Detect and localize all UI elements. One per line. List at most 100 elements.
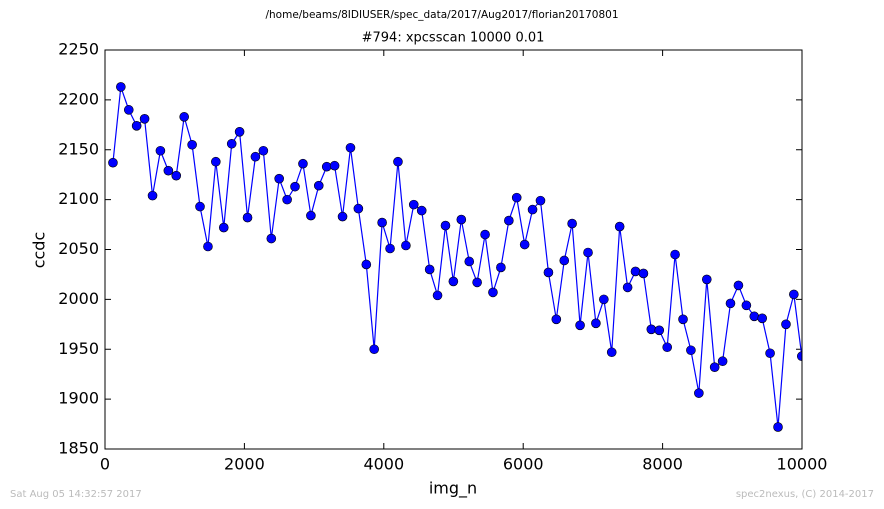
marker bbox=[749, 311, 760, 322]
marker bbox=[282, 194, 292, 205]
y-tick-label: 2200 bbox=[58, 89, 99, 108]
marker bbox=[559, 255, 570, 266]
marker bbox=[456, 214, 467, 225]
x-tick-label: 0 bbox=[100, 455, 110, 474]
marker bbox=[123, 105, 134, 115]
x-tick-label: 2000 bbox=[224, 455, 265, 474]
marker bbox=[416, 205, 427, 216]
marker bbox=[108, 157, 118, 168]
marker bbox=[385, 243, 395, 254]
marker bbox=[448, 276, 459, 287]
marker bbox=[242, 212, 253, 223]
marker bbox=[709, 362, 720, 373]
marker bbox=[432, 290, 443, 301]
marker bbox=[440, 220, 451, 231]
marker bbox=[377, 217, 387, 228]
y-tick-label: 2000 bbox=[58, 289, 99, 308]
chart-title: #794: xpcsscan 10000 0.01 bbox=[362, 31, 545, 46]
marker bbox=[591, 318, 601, 329]
marker bbox=[789, 289, 799, 300]
x-axis-label: img_n bbox=[429, 479, 477, 499]
marker bbox=[353, 203, 364, 214]
marker bbox=[147, 190, 158, 201]
x-tick-label: 6000 bbox=[503, 455, 544, 474]
marker bbox=[670, 249, 680, 260]
y-tick-label: 1950 bbox=[58, 339, 99, 358]
y-tick-label: 2250 bbox=[58, 40, 99, 59]
marker bbox=[551, 314, 562, 325]
footer-right: spec2nexus, (C) 2014-2017 bbox=[736, 489, 874, 500]
marker bbox=[543, 267, 554, 278]
marker bbox=[717, 356, 728, 367]
marker bbox=[527, 204, 538, 215]
marker bbox=[187, 139, 197, 150]
marker bbox=[195, 201, 205, 212]
marker bbox=[567, 218, 577, 229]
marker bbox=[662, 342, 673, 353]
marker bbox=[472, 277, 482, 288]
marker bbox=[765, 348, 775, 359]
marker bbox=[583, 247, 593, 258]
marker bbox=[179, 112, 189, 122]
marker bbox=[258, 145, 269, 156]
marker bbox=[480, 229, 490, 240]
marker bbox=[329, 160, 340, 171]
marker bbox=[535, 195, 546, 206]
marker bbox=[504, 215, 514, 226]
marker bbox=[211, 156, 221, 167]
marker bbox=[741, 300, 752, 311]
marker bbox=[203, 241, 213, 252]
marker bbox=[218, 222, 229, 233]
marker bbox=[298, 158, 308, 169]
marker bbox=[131, 121, 142, 131]
y-tick-label: 1900 bbox=[58, 389, 99, 408]
marker bbox=[638, 268, 649, 279]
marker bbox=[464, 256, 475, 267]
marker bbox=[488, 287, 498, 298]
marker bbox=[139, 114, 150, 124]
marker bbox=[155, 145, 166, 156]
marker bbox=[226, 138, 237, 149]
marker bbox=[250, 151, 261, 162]
marker bbox=[686, 345, 696, 356]
marker bbox=[361, 259, 372, 270]
marker bbox=[163, 165, 174, 176]
marker bbox=[519, 239, 530, 250]
y-axis-label: ccdc bbox=[30, 232, 49, 269]
marker bbox=[401, 240, 411, 251]
marker bbox=[306, 210, 316, 221]
marker bbox=[266, 233, 277, 244]
y-tick-label: 2150 bbox=[58, 139, 99, 158]
marker bbox=[408, 199, 419, 210]
marker bbox=[678, 314, 688, 325]
marker bbox=[393, 156, 403, 167]
marker bbox=[511, 192, 522, 203]
y-tick-label: 2100 bbox=[58, 189, 99, 208]
marker bbox=[321, 161, 332, 172]
marker bbox=[234, 126, 245, 137]
marker bbox=[654, 325, 665, 336]
marker bbox=[599, 294, 609, 305]
plot-frame bbox=[104, 49, 803, 450]
marker bbox=[345, 142, 356, 153]
marker bbox=[424, 264, 435, 275]
marker bbox=[614, 221, 625, 232]
marker bbox=[171, 170, 182, 181]
marker bbox=[575, 320, 585, 331]
suptitle: /home/beams/8IDIUSER/spec_data/2017/Aug2… bbox=[265, 9, 618, 21]
x-tick-label: 4000 bbox=[363, 455, 404, 474]
marker bbox=[274, 173, 284, 184]
marker bbox=[116, 82, 126, 92]
marker bbox=[622, 282, 633, 293]
line bbox=[112, 86, 802, 428]
x-tick-label: 8000 bbox=[642, 455, 683, 474]
series bbox=[108, 82, 802, 432]
marker bbox=[313, 180, 324, 191]
marker bbox=[630, 266, 641, 277]
marker bbox=[725, 298, 736, 309]
marker bbox=[646, 324, 657, 335]
marker bbox=[694, 388, 704, 398]
marker bbox=[290, 181, 300, 192]
marker bbox=[369, 344, 379, 355]
